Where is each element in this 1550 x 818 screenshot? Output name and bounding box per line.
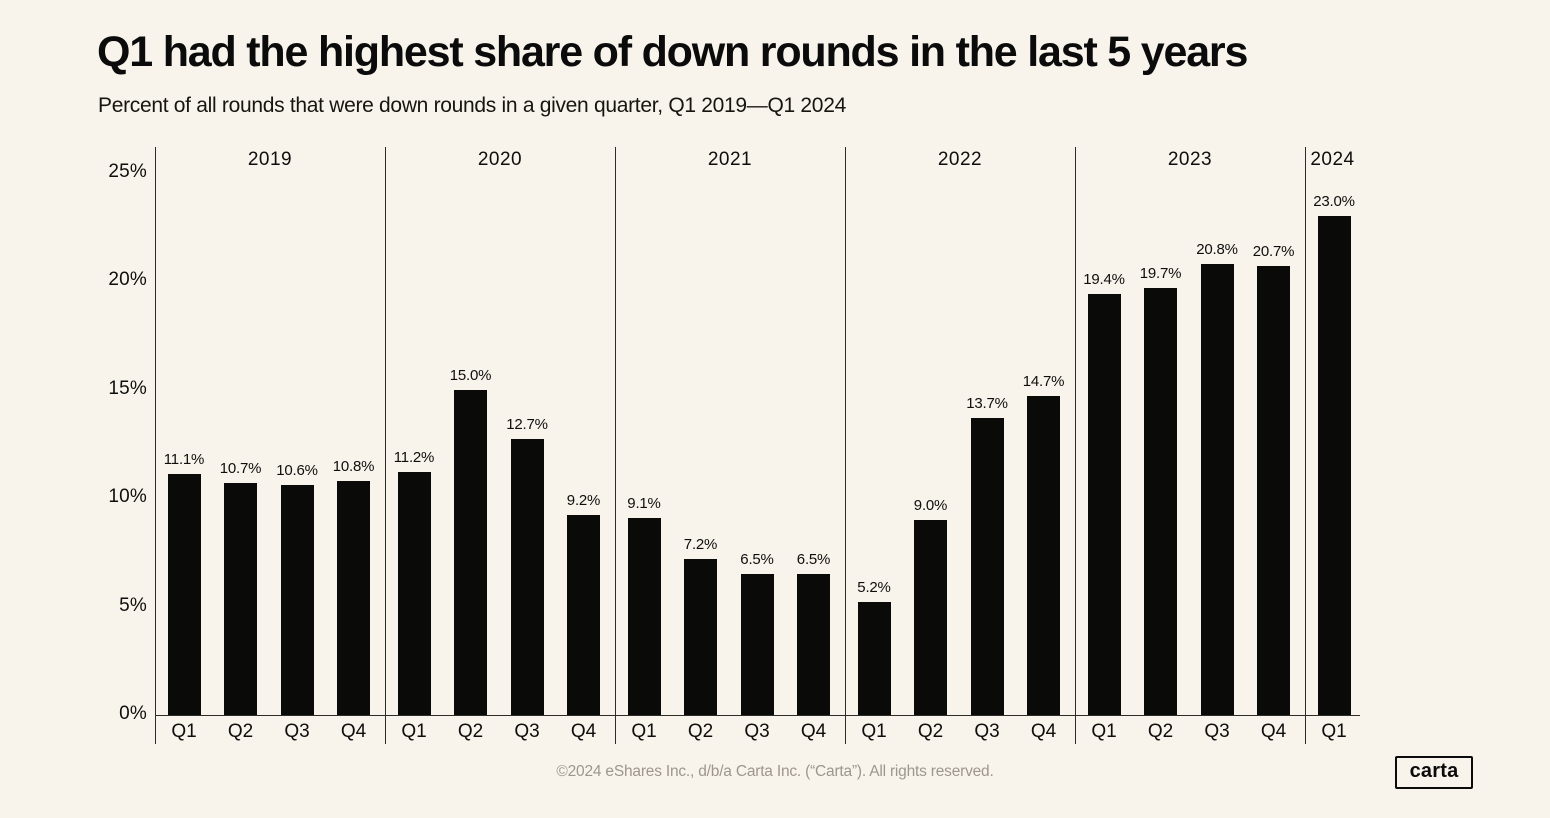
footer-copyright: ©2024 eShares Inc., d/b/a Carta Inc. (“C… [556, 763, 994, 780]
y-axis-tick-label: 15% [108, 377, 147, 399]
quarter-tick-label: Q2 [917, 721, 944, 742]
y-axis-tick-label: 5% [119, 594, 147, 616]
year-separator-line [845, 147, 846, 744]
bar [914, 519, 947, 715]
quarter-tick-label: Q4 [800, 721, 827, 742]
quarter-tick-label: Q3 [974, 721, 1000, 742]
bar [1257, 265, 1290, 715]
bar-value-label: 7.2% [683, 535, 718, 553]
bar-value-label: 9.1% [627, 494, 661, 512]
quarter-tick-label: Q1 [1321, 721, 1347, 742]
carta-logo: carta [1395, 756, 1473, 789]
bar [280, 484, 314, 715]
bar-value-label: 10.7% [219, 459, 262, 477]
bar [510, 439, 544, 715]
bar-value-label: 9.0% [913, 496, 948, 514]
bar [567, 515, 600, 715]
page-subtitle: Percent of all rounds that were down rou… [98, 94, 846, 117]
year-separator-line [615, 147, 616, 744]
year-separator-line [1075, 147, 1076, 744]
x-axis-baseline [155, 715, 1360, 716]
year-label: 2022 [937, 149, 983, 170]
bar [740, 573, 774, 715]
quarter-tick-label: Q1 [861, 721, 887, 742]
bar [224, 482, 257, 715]
bar [337, 480, 370, 715]
quarter-tick-label: Q3 [284, 721, 310, 742]
year-separator-line [1305, 147, 1306, 744]
bar-value-label: 11.1% [163, 451, 205, 469]
quarter-tick-label: Q3 [744, 721, 770, 742]
year-label: 2021 [707, 149, 753, 170]
quarter-tick-label: Q1 [171, 721, 197, 742]
bar [1317, 215, 1351, 715]
bar [454, 389, 487, 715]
y-axis-tick-label: 0% [119, 703, 147, 724]
quarter-tick-label: Q2 [227, 721, 254, 742]
year-label: 2019 [247, 149, 293, 170]
bar-value-label: 5.2% [857, 579, 891, 597]
year-separator-line [385, 147, 386, 744]
bar-value-label: 10.6% [276, 461, 318, 479]
bar-value-label: 19.7% [1139, 264, 1182, 282]
bar [1087, 294, 1121, 715]
bar-value-label: 10.8% [332, 457, 375, 475]
quarter-tick-label: Q4 [1260, 721, 1287, 742]
bar-value-label: 15.0% [449, 366, 492, 384]
bar [397, 471, 431, 715]
page-title: Q1 had the highest share of down rounds … [97, 28, 1248, 76]
bar [1144, 287, 1177, 715]
y-axis-tick-label: 20% [108, 269, 147, 290]
quarter-tick-label: Q3 [514, 721, 540, 742]
bar-value-label: 6.5% [796, 550, 831, 568]
bar-value-label: 11.2% [393, 448, 435, 466]
carta-logo-text: carta [1409, 760, 1459, 782]
bar-value-label: 23.0% [1313, 192, 1355, 210]
bar-value-label: 20.8% [1196, 240, 1238, 258]
quarter-tick-label: Q4 [340, 721, 367, 742]
bar-value-label: 12.7% [506, 416, 548, 434]
bar [1200, 263, 1234, 715]
quarter-tick-label: Q3 [1204, 721, 1230, 742]
bar-value-label: 14.7% [1022, 373, 1065, 390]
year-label: 2020 [477, 149, 523, 170]
quarter-tick-label: Q1 [1091, 721, 1117, 742]
bar [1027, 396, 1060, 715]
bar [627, 517, 661, 715]
bar [684, 558, 717, 715]
bar [797, 573, 830, 715]
bar-value-label: 19.4% [1083, 271, 1125, 289]
quarter-tick-label: Q4 [1030, 721, 1057, 742]
quarter-tick-label: Q1 [631, 721, 657, 742]
bar-value-label: 20.7% [1252, 242, 1295, 260]
bar-value-label: 9.2% [566, 492, 601, 510]
quarter-tick-label: Q2 [457, 721, 484, 742]
year-label: 2023 [1167, 149, 1213, 170]
quarter-tick-label: Q1 [401, 721, 427, 742]
quarter-tick-label: Q2 [687, 721, 714, 742]
y-axis-line [155, 147, 156, 744]
bar [167, 474, 201, 715]
bar-value-label: 6.5% [740, 550, 774, 568]
y-axis-tick-label: 25% [108, 160, 147, 182]
quarter-tick-label: Q4 [570, 721, 597, 742]
bar [970, 417, 1004, 715]
y-axis-tick-label: 10% [108, 486, 147, 507]
year-label: 2024 [1310, 149, 1355, 170]
quarter-tick-label: Q2 [1147, 721, 1174, 742]
bar-value-label: 13.7% [966, 394, 1008, 412]
bar [857, 602, 891, 715]
